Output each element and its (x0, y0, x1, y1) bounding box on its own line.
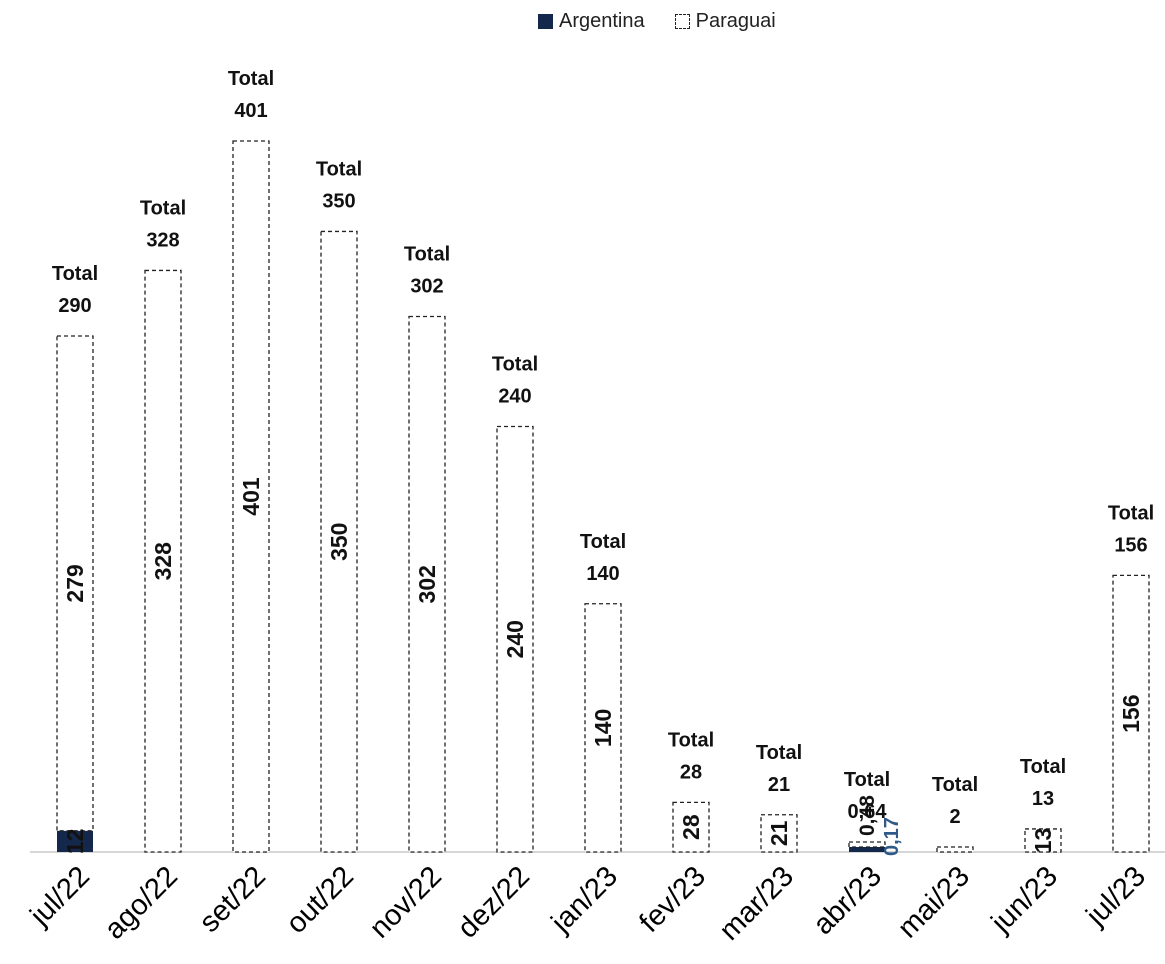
total-value-label: 21 (768, 774, 790, 796)
x-tick-label: mai/23 (892, 860, 976, 944)
total-value-label: 2 (949, 806, 960, 828)
total-value-label: 13 (1032, 788, 1054, 810)
x-tick-label: set/22 (193, 860, 271, 938)
data-label-paraguai: 302 (414, 565, 440, 603)
total-value-label: 401 (234, 100, 267, 122)
data-label-paraguai: 279 (62, 564, 88, 602)
bar-paraguai-mai/23 (936, 846, 974, 853)
data-label-paraguai: 21 (766, 820, 792, 846)
bar-paraguai-mar/23 (760, 814, 798, 853)
total-value-label: 140 (586, 563, 619, 585)
bar-paraguai-dez/22 (496, 425, 534, 853)
x-tick-label: abr/23 (807, 860, 888, 941)
x-tick-label: jul/23 (1080, 860, 1152, 932)
legend-swatch-paraguai (674, 14, 690, 29)
legend-label-paraguai: Paraguai (695, 10, 776, 32)
x-tick-label: dez/22 (452, 860, 536, 944)
total-prefix-label: Total (52, 263, 98, 285)
x-tick-label: fev/23 (633, 860, 711, 938)
bar-argentina-jul/22 (57, 830, 93, 852)
bar-paraguai-jul/22 (56, 335, 94, 832)
x-tick-label: jul/22 (24, 860, 96, 932)
data-label-paraguai: 240 (502, 620, 528, 658)
total-value-label: 302 (410, 276, 443, 298)
total-prefix-label: Total (580, 531, 626, 553)
total-prefix-label: Total (932, 774, 978, 796)
total-value-label: 28 (680, 761, 702, 783)
bar-argentina-abr/23 (849, 847, 885, 852)
data-label-paraguai: 28 (678, 814, 704, 840)
bar-paraguai-out/22 (320, 230, 358, 853)
data-label-argentina: 12 (62, 829, 88, 855)
total-prefix-label: Total (140, 197, 186, 219)
total-prefix-label: Total (668, 729, 714, 751)
total-prefix-label: Total (228, 68, 274, 90)
total-prefix-label: Total (316, 158, 362, 180)
bar-paraguai-jun/23 (1024, 828, 1062, 853)
total-prefix-label: Total (1020, 756, 1066, 778)
bar-paraguai-nov/22 (408, 315, 446, 853)
total-prefix-label: Total (492, 353, 538, 375)
total-value-label: 350 (322, 190, 355, 212)
legend-item-argentina: Argentina (538, 10, 645, 33)
x-tick-label: out/22 (280, 860, 360, 940)
x-tick-label: mar/23 (713, 860, 799, 946)
legend: Argentina Paraguai (538, 10, 806, 33)
data-label-paraguai: 350 (326, 523, 352, 561)
total-prefix-label: Total (756, 742, 802, 764)
data-label-paraguai: 13 (1030, 828, 1056, 854)
bar-paraguai-jan/23 (584, 603, 622, 853)
total-value-label: 240 (498, 385, 531, 407)
total-prefix-label: Total (404, 244, 450, 266)
total-value-label: 290 (58, 295, 91, 317)
total-value-label: 156 (1114, 534, 1147, 556)
total-prefix-label: Total (1108, 502, 1154, 524)
bar-paraguai-set/22 (232, 140, 270, 853)
data-label-paraguai: 401 (238, 477, 264, 516)
bar-paraguai-abr/23 (848, 841, 886, 848)
total-value-label: 328 (146, 229, 179, 251)
total-prefix-label: Total (844, 769, 890, 791)
data-label-paraguai: 140 (590, 709, 616, 747)
bar-paraguai-ago/22 (144, 269, 182, 853)
x-tick-label: jun/23 (985, 860, 1064, 939)
legend-swatch-argentina (538, 14, 553, 29)
data-label-paraguai: 0,48 (856, 795, 879, 836)
bar-paraguai-fev/23 (672, 801, 710, 853)
total-value-label: 0,64 (848, 801, 888, 823)
data-label-paraguai: 328 (150, 542, 176, 581)
bar-paraguai-jul/23 (1112, 574, 1150, 853)
x-tick-label: nov/22 (364, 860, 448, 944)
data-label-paraguai: 156 (1118, 695, 1144, 733)
legend-label-argentina: Argentina (559, 10, 645, 32)
x-tick-label: ago/22 (99, 860, 184, 945)
legend-item-paraguai: Paraguai (674, 10, 776, 33)
data-label-argentina: 0,17 (881, 817, 903, 856)
x-tick-label: jan/23 (545, 860, 624, 939)
